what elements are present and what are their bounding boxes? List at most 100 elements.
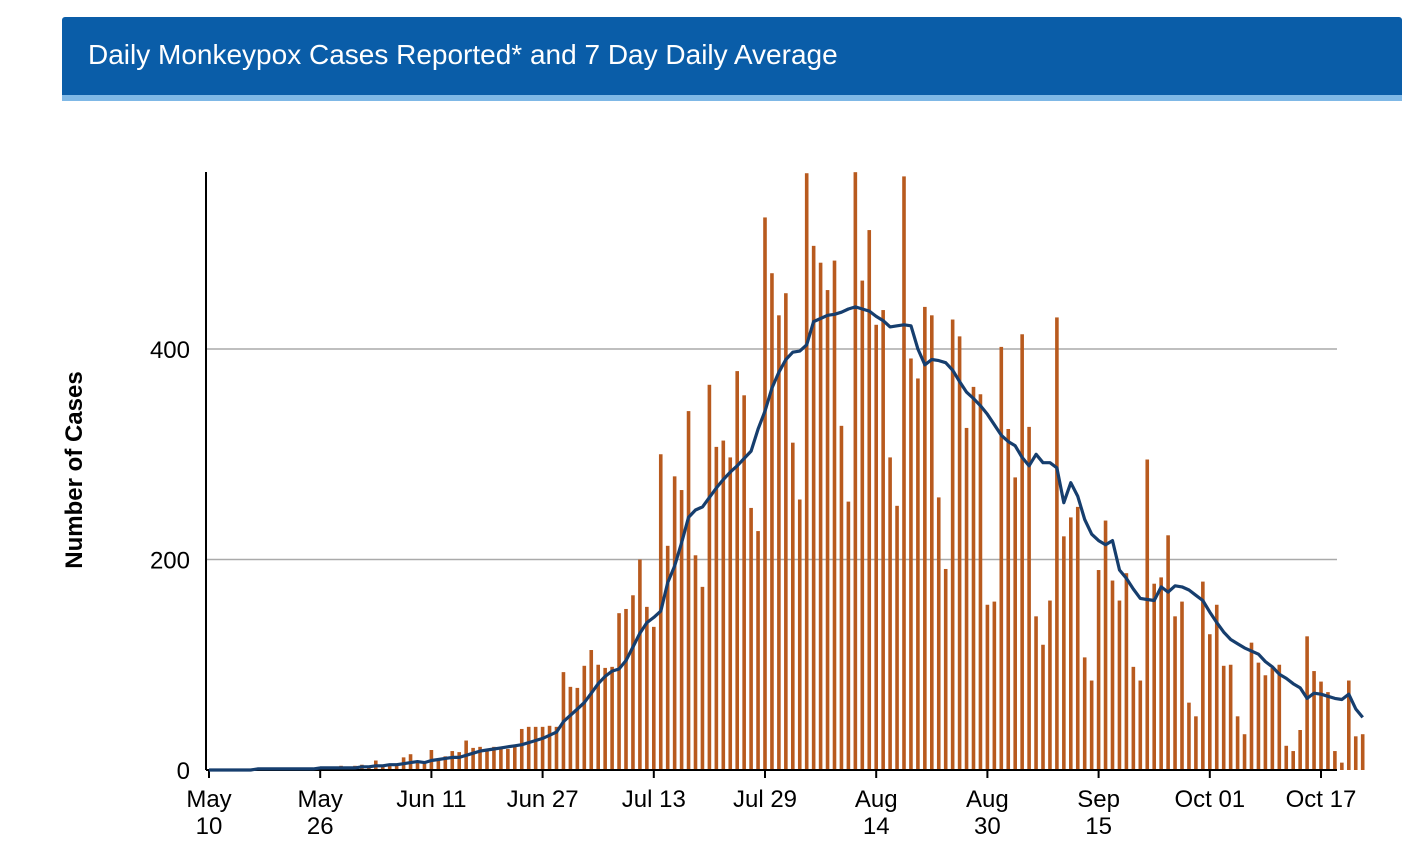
bar [936, 497, 941, 770]
bar [1242, 734, 1247, 770]
bar [554, 726, 559, 770]
bar [499, 746, 503, 770]
bar [457, 752, 461, 770]
bar [804, 173, 809, 771]
bar [596, 664, 600, 770]
bar [1082, 657, 1087, 770]
bar [714, 446, 719, 770]
bar [797, 499, 802, 770]
bar [1277, 664, 1282, 770]
bar [1360, 734, 1365, 770]
bar [777, 315, 781, 770]
bar [1194, 716, 1198, 770]
x-tick-label-second-line: 14 [863, 813, 890, 840]
bar [1027, 426, 1031, 770]
bar [1069, 517, 1073, 770]
daily-cases-bars [255, 172, 1365, 771]
bar [513, 746, 517, 770]
x-tick-label: Jul 29 [733, 786, 797, 813]
bar [1124, 573, 1129, 770]
bar [471, 747, 475, 770]
bar [652, 626, 656, 770]
bar [1333, 751, 1337, 770]
bar [846, 501, 851, 770]
bar [964, 427, 969, 770]
bar [1166, 535, 1170, 770]
bar [895, 505, 899, 770]
x-tick-label: May [298, 786, 343, 813]
x-tick-label: Jun 11 [396, 786, 466, 813]
x-tick-label: Sep [1077, 786, 1120, 813]
bar [568, 686, 573, 770]
bar [930, 315, 934, 770]
x-tick-label: Aug [855, 786, 898, 813]
bar [735, 371, 739, 770]
bar [415, 761, 420, 770]
bar [853, 172, 858, 770]
bar [1138, 680, 1143, 770]
bar [860, 280, 865, 770]
bar [645, 606, 649, 770]
bar [923, 306, 927, 770]
bar [1201, 581, 1205, 770]
bar [638, 559, 642, 770]
bar [1270, 667, 1275, 770]
bar [540, 726, 545, 770]
bar [1103, 520, 1108, 770]
bar [394, 765, 399, 770]
bar [686, 411, 691, 770]
bar [1117, 600, 1122, 770]
bar [888, 457, 892, 770]
bar [943, 568, 948, 770]
bar [1096, 570, 1101, 770]
bar [700, 586, 705, 770]
y-tick-label-200: 200 [150, 548, 190, 575]
x-tick-label-second-line: 30 [974, 813, 1001, 840]
bar [1173, 616, 1177, 770]
bar [1353, 736, 1358, 770]
bar [1263, 675, 1268, 770]
bar [992, 601, 997, 770]
bar [1214, 604, 1219, 770]
bar [902, 176, 906, 770]
bar [1187, 702, 1191, 770]
seven-day-average-line [209, 305, 1364, 772]
bar [874, 324, 878, 770]
bar [693, 555, 698, 770]
chart-title: Daily Monkeypox Cases Reported* and 7 Da… [88, 39, 838, 70]
bar [589, 650, 594, 770]
bar [1089, 680, 1094, 770]
bar [763, 217, 767, 770]
axes [205, 172, 1337, 778]
bar [519, 728, 524, 770]
bar [665, 545, 670, 770]
bar [478, 746, 482, 770]
bar [909, 358, 913, 770]
bar [839, 425, 844, 770]
bar [916, 378, 920, 770]
bar [547, 725, 552, 770]
bar [624, 608, 628, 770]
bar [436, 759, 441, 770]
bar [617, 613, 621, 770]
bar [1062, 536, 1066, 770]
bar [450, 751, 455, 770]
bar [999, 346, 1004, 770]
bar [492, 746, 496, 770]
bar [770, 273, 774, 770]
x-tick-label-second-line: 10 [196, 813, 223, 840]
bar [756, 531, 760, 770]
bar [631, 595, 635, 770]
bar [811, 245, 816, 771]
bar [1284, 745, 1289, 770]
header-accent-stripe [62, 95, 1402, 101]
bar [1075, 506, 1080, 770]
chart-header: Daily Monkeypox Cases Reported* and 7 Da… [62, 17, 1402, 95]
bar [749, 507, 753, 770]
average-line [209, 305, 1364, 772]
bar [1013, 477, 1017, 770]
bar [881, 310, 885, 770]
bar [1159, 577, 1163, 770]
bar [791, 442, 795, 770]
